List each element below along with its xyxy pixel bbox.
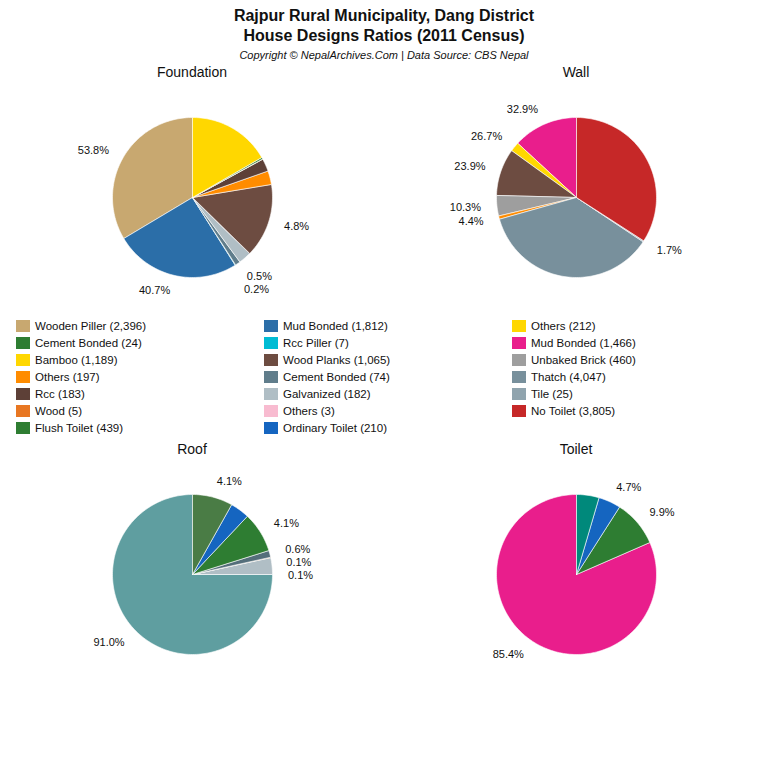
svg-text:4.8%: 4.8%	[284, 220, 309, 232]
svg-text:0.6%: 0.6%	[285, 543, 310, 555]
svg-text:85.4%: 85.4%	[493, 648, 524, 660]
html-text:Others (3): Others (3)	[283, 404, 335, 417]
svg-text:1.7%: 1.7%	[657, 244, 682, 256]
html-text:Mud Bonded (1,812): Mud Bonded (1,812)	[283, 319, 388, 332]
html-text:Mud Bonded (1,466): Mud Bonded (1,466)	[531, 336, 636, 349]
svg-text:0.2%: 0.2%	[244, 283, 269, 295]
svg-text:4.7%: 4.7%	[616, 481, 641, 493]
html-text:Foundation: Foundation	[157, 64, 227, 80]
html-text:Others (197): Others (197)	[35, 370, 100, 383]
svg-text:0.1%: 0.1%	[286, 556, 311, 568]
html-text:Rcc Piller (7): Rcc Piller (7)	[283, 336, 349, 349]
html-text:Roof: Roof	[177, 441, 207, 457]
svg-text:26.7%: 26.7%	[471, 130, 502, 142]
svg-text:53.8%: 53.8%	[78, 144, 109, 156]
html-text:Rcc (183): Rcc (183)	[35, 387, 85, 400]
svg-text:32.9%: 32.9%	[507, 103, 538, 115]
svg-text:40.7%: 40.7%	[139, 284, 170, 296]
html-text:Toilet: Toilet	[559, 441, 593, 457]
html-text:Galvanized (182): Galvanized (182)	[283, 387, 371, 400]
html-text:No Toilet (3,805): No Toilet (3,805)	[531, 404, 616, 417]
html-text:Rajpur Rural Municipality, Dan: Rajpur Rural Municipality, Dang District	[233, 7, 535, 24]
svg-text:9.9%: 9.9%	[649, 506, 674, 518]
svg-text:4.4%: 4.4%	[459, 215, 484, 227]
svg-text:0.5%: 0.5%	[247, 270, 272, 282]
html-text:Unbaked Brick (460): Unbaked Brick (460)	[531, 353, 636, 366]
svg-text:23.9%: 23.9%	[454, 160, 485, 172]
html-text:Tile (25): Tile (25)	[531, 387, 573, 400]
html-text:Cement Bonded (24): Cement Bonded (24)	[35, 336, 142, 349]
html-text:Thatch (4,047): Thatch (4,047)	[531, 370, 606, 383]
svg-text:4.1%: 4.1%	[217, 475, 242, 487]
html-text:Ordinary Toilet (210): Ordinary Toilet (210)	[283, 421, 387, 434]
html-text:Wooden Piller (2,396): Wooden Piller (2,396)	[35, 319, 146, 332]
html-text:Wood (5): Wood (5)	[35, 404, 83, 417]
svg-text:10.3%: 10.3%	[450, 201, 481, 213]
html-text:Others (212): Others (212)	[531, 319, 596, 332]
html-text:Cement Bonded (74): Cement Bonded (74)	[283, 370, 390, 383]
html-text:House Designs Ratios (2011 Cen: House Designs Ratios (2011 Census)	[243, 27, 525, 44]
html-text:Flush Toilet (439): Flush Toilet (439)	[35, 421, 123, 434]
svg-text:91.0%: 91.0%	[93, 636, 124, 648]
html-text:Copyright © NepalArchives.Com: Copyright © NepalArchives.Com | Data Sou…	[239, 49, 529, 61]
svg-text:0.1%: 0.1%	[288, 569, 313, 581]
html-text:Wall: Wall	[562, 64, 590, 80]
html-text:Wood Planks (1,065): Wood Planks (1,065)	[283, 353, 391, 366]
html-text:Bamboo (1,189): Bamboo (1,189)	[35, 353, 118, 366]
svg-text:4.1%: 4.1%	[274, 517, 299, 529]
